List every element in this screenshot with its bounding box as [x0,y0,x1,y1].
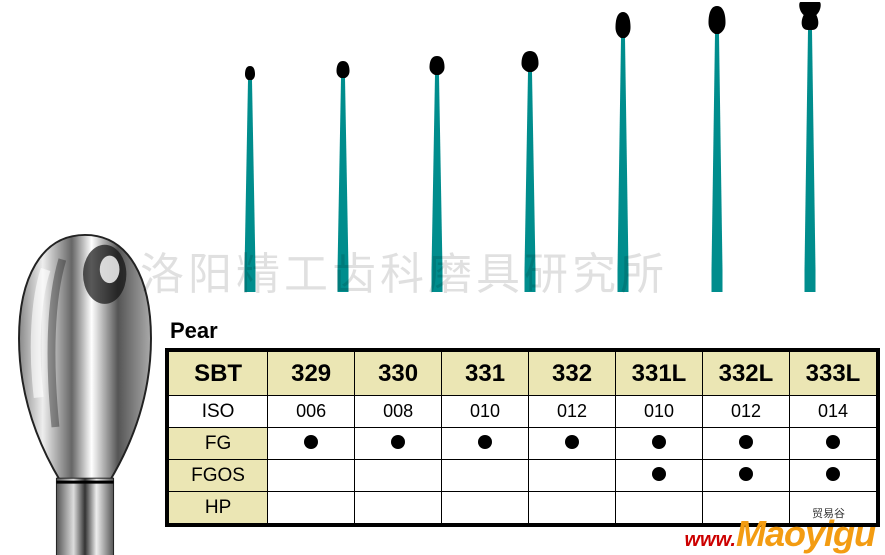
dot-icon [391,435,405,449]
dot-icon [565,435,579,449]
col-header: 330 [355,352,442,396]
row-label: FG [169,428,268,460]
table-cell [529,492,616,524]
watermark-mao: Maoyigu [736,513,875,555]
col-header: 332 [529,352,616,396]
row-label: ISO [169,396,268,428]
table-cell [529,460,616,492]
spec-table: SBT329330331332331L332L333LISO0060080100… [165,348,880,527]
bur-icon [210,10,290,300]
shape-label: Pear [170,318,218,344]
col-header: 333L [789,352,876,396]
large-bur-illustration [0,230,170,555]
col-header: 331 [442,352,529,396]
dot-icon [478,435,492,449]
col-header: 331L [616,352,703,396]
table-cell [355,492,442,524]
dot-icon [739,435,753,449]
dot-icon [826,435,840,449]
table-cell: 014 [789,396,876,428]
watermark-brand: 贸易谷 www. Maoyigu [685,513,876,555]
table-cell [268,428,355,460]
table-cell: 010 [616,396,703,428]
dot-icon [826,467,840,481]
row-label: HP [169,492,268,524]
table-cell [442,460,529,492]
table-cell [442,492,529,524]
bur-icon [583,10,663,300]
bur-icon [303,10,383,300]
dot-icon [652,467,666,481]
watermark-small: 贸易谷 [812,505,845,521]
col-header: 329 [268,352,355,396]
table-cell [268,492,355,524]
table-cell [789,460,876,492]
table-cell [442,428,529,460]
watermark-www: www. [685,529,736,552]
bur-icon [677,10,757,300]
table-cell [355,428,442,460]
bur-icon [490,10,570,300]
dot-icon [739,467,753,481]
table-cell [529,428,616,460]
table-cell: 006 [268,396,355,428]
table-cell [616,428,703,460]
col-header: 332L [702,352,789,396]
table-cell: 012 [702,396,789,428]
table-cell [789,428,876,460]
row-label: FGOS [169,460,268,492]
table-cell [702,460,789,492]
table-cell [702,428,789,460]
table-cell [355,460,442,492]
dot-icon [652,435,666,449]
table-cell [268,460,355,492]
bur-icon [770,10,850,300]
dot-icon [304,435,318,449]
table-cell [616,460,703,492]
bur-icons-row [200,10,860,300]
table-cell: 010 [442,396,529,428]
table-cell: 012 [529,396,616,428]
bur-icon [397,10,477,300]
col-header-sbt: SBT [169,352,268,396]
table-cell: 008 [355,396,442,428]
